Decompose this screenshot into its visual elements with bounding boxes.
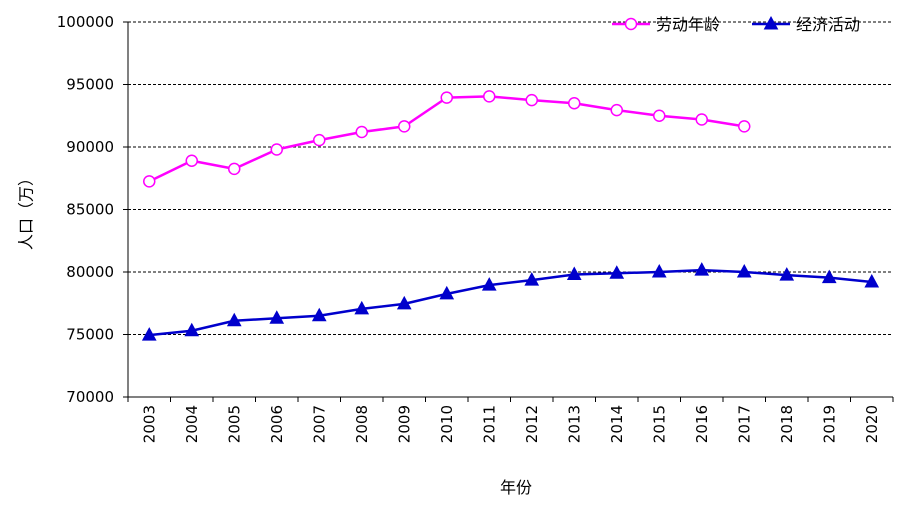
data-point [651, 263, 667, 278]
data-point [483, 90, 496, 103]
x-tick-label: 2003 [141, 405, 159, 443]
x-tick-label: 2014 [608, 405, 626, 443]
x-tick-label: 2007 [311, 405, 329, 443]
x-tick-label: 2006 [268, 405, 286, 443]
data-point [355, 125, 368, 139]
y-axis-title: 人口（万） [17, 170, 36, 250]
x-axis-title: 年份 [500, 478, 532, 497]
data-point [736, 263, 752, 278]
data-point [653, 109, 666, 122]
data-point [566, 266, 582, 280]
y-tick-label: 70000 [66, 388, 114, 406]
data-point [311, 307, 327, 322]
legend-label: 劳动年龄 [656, 15, 720, 34]
data-point [568, 97, 581, 110]
data-point [141, 327, 157, 341]
data-point [396, 295, 412, 310]
y-tick-label: 80000 [66, 263, 114, 281]
x-tick-label: 2009 [396, 405, 414, 443]
legend-marker [624, 17, 638, 31]
data-point [524, 272, 540, 286]
axes [123, 21, 894, 402]
series-line [149, 268, 872, 337]
data-point [610, 103, 623, 117]
x-tick-label: 2019 [821, 405, 839, 443]
data-point [864, 273, 880, 288]
x-tick-label: 2013 [566, 405, 584, 443]
data-point [313, 133, 326, 147]
x-tick-label: 2010 [438, 405, 456, 443]
data-point [398, 120, 411, 133]
data-point [609, 265, 625, 279]
legend: 劳动年龄 经济活动 [612, 15, 860, 34]
data-point [270, 143, 283, 156]
data-point [354, 300, 370, 315]
data-point [821, 269, 837, 284]
x-tick-label: 2018 [778, 405, 796, 443]
data-point [226, 312, 242, 327]
x-tick-label: 2016 [693, 405, 711, 443]
data-point [185, 154, 198, 167]
data-point [269, 310, 285, 324]
y-tick-label: 75000 [66, 326, 114, 344]
series [141, 90, 880, 341]
y-tick-label: 85000 [66, 201, 114, 219]
x-tick-label: 2005 [226, 405, 244, 443]
data-point [439, 285, 455, 300]
data-point [695, 113, 708, 126]
y-tick-label: 90000 [66, 138, 114, 156]
x-tick-label: 2008 [353, 405, 371, 443]
data-point [738, 120, 751, 133]
x-tick-label: 2015 [651, 405, 669, 443]
data-point [184, 322, 200, 337]
gridlines [128, 21, 893, 335]
x-tick-label: 2004 [183, 405, 201, 443]
data-point [694, 262, 710, 276]
y-tick-label: 95000 [66, 76, 114, 94]
data-point [143, 175, 156, 188]
data-point [779, 267, 795, 281]
data-point [525, 93, 538, 107]
legend-label: 经济活动 [796, 15, 860, 34]
x-tick-label: 2017 [736, 405, 754, 443]
data-point [440, 91, 453, 104]
x-tick-label: 2011 [481, 405, 499, 443]
x-tick-label: 2012 [523, 405, 541, 443]
legend-marker [763, 15, 779, 30]
x-tick-label: 2020 [863, 405, 881, 443]
data-point [228, 162, 241, 176]
x-tick-labels: 2003 2004 2005 2006 2007 2008 2009 2010 2011 2012… [141, 405, 882, 443]
data-point [481, 277, 497, 291]
y-tick-label: 100000 [57, 13, 114, 31]
y-tick-labels: 70000 75000 80000 85000 90000 95000 100000 [57, 13, 114, 406]
